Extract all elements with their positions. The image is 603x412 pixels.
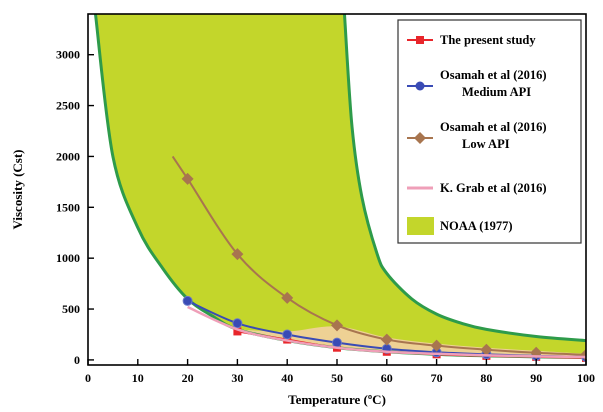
osamah-et-al-2016-low-api-line	[171, 155, 586, 356]
osamah-et-al-2016-low-api-legend-marker	[414, 132, 426, 144]
osamah-et-al-2016-low-api-marker	[181, 172, 194, 185]
legend-box	[397, 19, 582, 244]
y-tick-label: 0	[74, 353, 80, 367]
osamah-et-al-2016-low-api-marker	[331, 319, 343, 332]
osamah-et-al-2016-medium-api-marker	[332, 337, 342, 348]
x-tick-label: 90	[530, 371, 542, 385]
x-tick-label: 0	[85, 371, 91, 385]
y-tick-label: 2000	[56, 149, 80, 163]
osamah-et-al-2016-low-api-marker	[380, 333, 393, 346]
y-tick-label: 1500	[56, 200, 80, 214]
x-tick-label: 20	[182, 371, 194, 385]
osamah-et-al-2016-low-api-legend-label: Osamah et al (2016)	[440, 120, 547, 134]
osamah-et-al-2016-low-api-marker	[430, 339, 443, 352]
osamah-et-al-2016-medium-api-marker	[182, 295, 193, 306]
k-grab-et-al-2016-legend-label: K. Grab et al (2016)	[440, 181, 547, 195]
osamah-et-al-2016-medium-api-legend-label: Medium API	[462, 85, 531, 99]
axes: 0 10 20 30 40 50 60 70 80 90 100050010001500200025…	[56, 13, 595, 385]
y-axis-label: Viscosity (Cst)	[10, 149, 25, 229]
y-tick-label: 3000	[56, 48, 80, 62]
the-present-study-legend-label: The present study	[440, 33, 536, 47]
x-tick-label: 10	[132, 371, 144, 385]
x-axis-label: Temperature (ºC)	[288, 392, 386, 407]
osamah-et-al-2016-medium-api-marker	[282, 329, 293, 340]
y-tick-label: 2500	[56, 99, 80, 113]
y-tick-label: 1000	[56, 251, 80, 265]
noaa-band-fill	[95, 14, 586, 358]
osamah-et-al-2016-low-api-marker	[281, 291, 294, 304]
legend: The present study Osamah et al (2016) Medi…	[397, 19, 582, 244]
x-tick-label: 50	[331, 371, 343, 385]
noaa-1977-legend-swatch	[407, 217, 434, 235]
k-grab-et-al-2016-line	[187, 305, 586, 359]
x-tick-label: 40	[281, 371, 293, 385]
osamah-et-al-2016-low-api-marker	[480, 343, 493, 356]
osamah-et-al-2016-low-api-legend-label: Low API	[462, 137, 510, 151]
x-tick-label: 70	[431, 371, 443, 385]
osamah-et-al-2016-medium-api-legend-marker	[415, 81, 425, 91]
x-tick-label: 100	[577, 371, 595, 385]
x-tick-label: 30	[231, 371, 243, 385]
osamah-et-al-2016-medium-api-marker	[232, 318, 243, 329]
noaa-1977-legend-label: NOAA (1977)	[440, 219, 513, 233]
y-tick-label: 500	[62, 302, 80, 316]
x-tick-label: 60	[381, 371, 393, 385]
noaa-upper-edge	[342, 14, 586, 343]
x-tick-label: 80	[480, 371, 492, 385]
the-present-study-marker	[233, 327, 242, 336]
osamah-et-al-2016-medium-api-legend-label: Osamah et al (2016)	[440, 68, 547, 82]
the-present-study-legend-marker	[416, 36, 424, 44]
osamah-et-al-2016-low-api-marker	[231, 248, 244, 261]
